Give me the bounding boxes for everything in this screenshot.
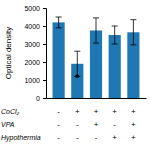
chart: 0 1000 2000 3000 4000 5000 * Optical density CoC… [0, 0, 150, 154]
y-tick: 3000 [24, 41, 46, 48]
error-bar [93, 18, 99, 43]
y-axis-title: Optical density [4, 27, 13, 79]
y-tick-label: 1000 [24, 77, 40, 84]
error-bar [112, 26, 118, 44]
marks [53, 17, 140, 98]
table-cell: + [112, 107, 117, 116]
error-bar-line [56, 17, 62, 28]
condition-table: CoCl₂ - + + + + VPA - - + - + Hypothermia - - - + + [1, 107, 136, 142]
y-tick-mark [43, 44, 46, 45]
bar [109, 35, 121, 98]
y-axis: 0 1000 2000 3000 4000 5000 [24, 5, 46, 102]
table-cell: + [131, 133, 136, 142]
y-tick-mark [43, 26, 46, 27]
annotation: * [75, 73, 79, 84]
error-bar-line [130, 20, 136, 45]
y-tick-mark [43, 62, 46, 63]
table-cell: - [57, 133, 60, 142]
table-cell: + [94, 107, 99, 116]
x-axis-line [47, 98, 147, 99]
y-tick: 5000 [24, 5, 46, 12]
table-cell: - [76, 133, 79, 142]
table-cell: + [131, 107, 136, 116]
error-bar-line [112, 26, 118, 44]
x-axis [47, 98, 147, 99]
y-tick-label: 0 [36, 95, 40, 102]
table-cell: - [57, 107, 60, 116]
error-bar [130, 20, 136, 45]
plot: 0 1000 2000 3000 4000 5000 * [24, 5, 146, 102]
row-label: VPA [1, 121, 15, 128]
y-tick: 1000 [24, 77, 46, 84]
y-tick-label: 4000 [24, 23, 40, 30]
bar [53, 22, 65, 98]
table-cell: - [95, 133, 98, 142]
y-tick: 2000 [24, 59, 46, 66]
error-bar-line [93, 18, 99, 43]
y-tick: 0 [36, 95, 46, 102]
table-cell: + [112, 133, 117, 142]
table-cell: - [57, 120, 60, 129]
row-label: CoCl₂ [1, 108, 20, 115]
y-axis-line [43, 9, 47, 99]
y-tick: 4000 [24, 23, 46, 30]
table-cell: - [113, 120, 116, 129]
y-tick-label: 2000 [24, 59, 40, 66]
table-cell: - [76, 120, 79, 129]
row-label: Hypothermia [1, 134, 41, 142]
table-cell: + [75, 107, 80, 116]
y-tick-mark [43, 98, 46, 99]
y-tick-label: 3000 [24, 41, 40, 48]
y-tick-mark [43, 8, 46, 9]
y-tick-mark [43, 80, 46, 81]
table-cell: + [131, 120, 136, 129]
error-bar [56, 17, 62, 28]
y-tick-label: 5000 [24, 5, 40, 12]
table-cell: + [94, 120, 99, 129]
